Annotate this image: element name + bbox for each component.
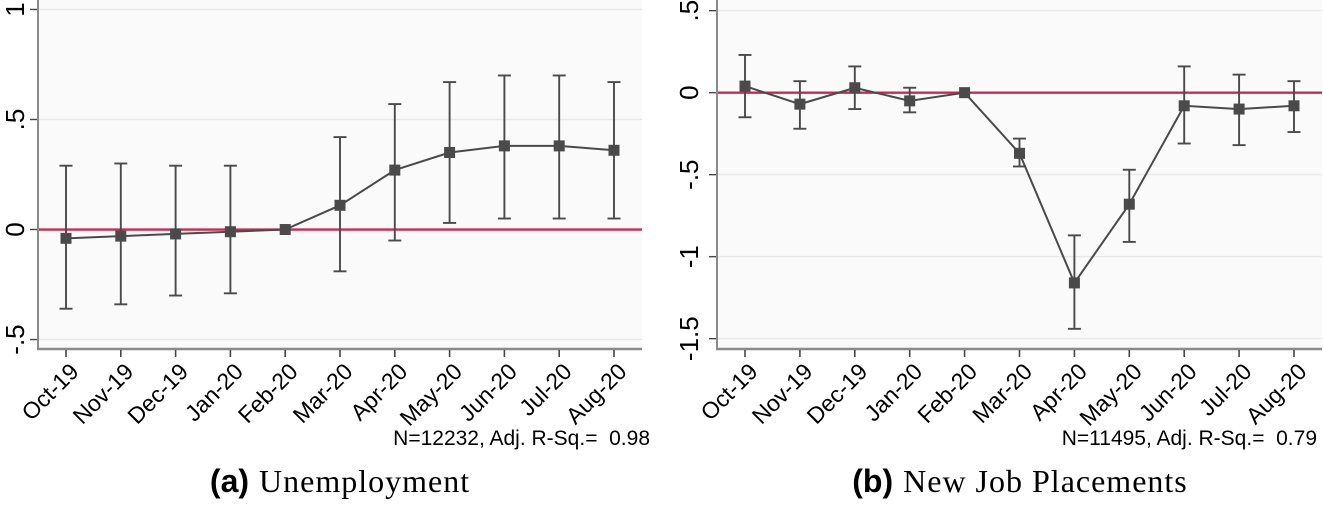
data-point-marker [498,140,510,152]
data-point-marker [170,228,182,240]
caption-b-label: (b) [852,463,894,499]
data-point-marker [60,232,72,244]
caption-a-text: Unemployment [259,463,471,499]
panel-b: .5 0 -.5 -1 -1.5 Oct-19 Nov-19 Dec-19 Jan-20 Feb-… [660,0,1323,510]
chart-b-svg: .50-.5-1-1.5Oct-19Nov-19Dec-19Jan-20Feb-… [674,0,1322,431]
data-point-marker [279,224,291,236]
data-point-marker [115,230,127,242]
x-tick-label: Nov-19 [747,358,818,429]
data-point-marker [959,87,971,99]
data-point-marker [444,146,456,158]
caption-b: (b) New Job Placements [717,463,1323,509]
data-point-marker [739,80,751,92]
data-point-marker [224,226,236,238]
x-tick-label: Jan-20 [180,358,248,426]
x-tick-label: Mar-20 [967,358,1037,428]
note-b: N=11495, Adj. R-Sq.= 0.79 [1061,427,1317,450]
data-point-marker [794,98,806,110]
x-tick-label: May-20 [1074,358,1147,431]
data-point-marker [1068,277,1080,289]
data-point-marker [334,199,346,211]
data-point-marker [1123,198,1135,210]
x-tick-label: May-20 [395,358,468,431]
data-point-marker [1014,147,1025,159]
data-point-marker [389,164,401,176]
x-tick-label: Jun-20 [454,358,522,426]
x-tick-label: Aug-20 [561,358,632,429]
y-tick-label: 1 [0,2,30,16]
x-tick-label: Dec-19 [122,358,193,429]
x-tick-label: Mar-20 [288,358,358,428]
data-point-marker [849,82,861,94]
x-tick-label: Nov-19 [68,358,139,429]
x-tick-label: Aug-20 [1241,358,1312,429]
y-tick-label: -1.5 [674,316,704,361]
data-point-marker [1288,100,1300,112]
data-point-marker [904,95,916,107]
x-tick-label: Jan-20 [859,358,927,426]
x-tick-label: Dec-19 [802,358,873,429]
note-a: N=12232, Adj. R-Sq.= 0.98 [393,427,650,450]
caption-a: (a) Unemployment [38,463,642,509]
y-tick-label: -.5 [0,324,30,354]
y-tick-label: 0 [0,222,30,236]
y-tick-label: -.5 [674,159,704,189]
y-tick-label: .5 [674,0,704,22]
y-tick-label: .5 [0,109,30,131]
caption-b-text: New Job Placements [903,463,1188,499]
caption-a-label: (a) [209,463,250,499]
data-point-marker [553,140,565,152]
data-point-marker [1233,103,1245,115]
panel-a: 1.5 0 -.5 Oct-19 Nov-19 Dec-19 Jan-20 Feb-20 Mar… [0,0,642,431]
x-tick-label: Feb-20 [233,358,303,428]
chart-a-svg: 1.50-.5Oct-19Nov-19Dec-19Jan-20Feb-20Mar… [0,0,642,431]
x-tick-label: Jun-20 [1134,358,1202,426]
x-tick-label: Feb-20 [912,358,982,428]
y-tick-label: 0 [674,85,704,99]
y-tick-label: -1 [674,245,704,268]
data-point-marker [608,144,620,156]
data-point-marker [1178,100,1190,112]
